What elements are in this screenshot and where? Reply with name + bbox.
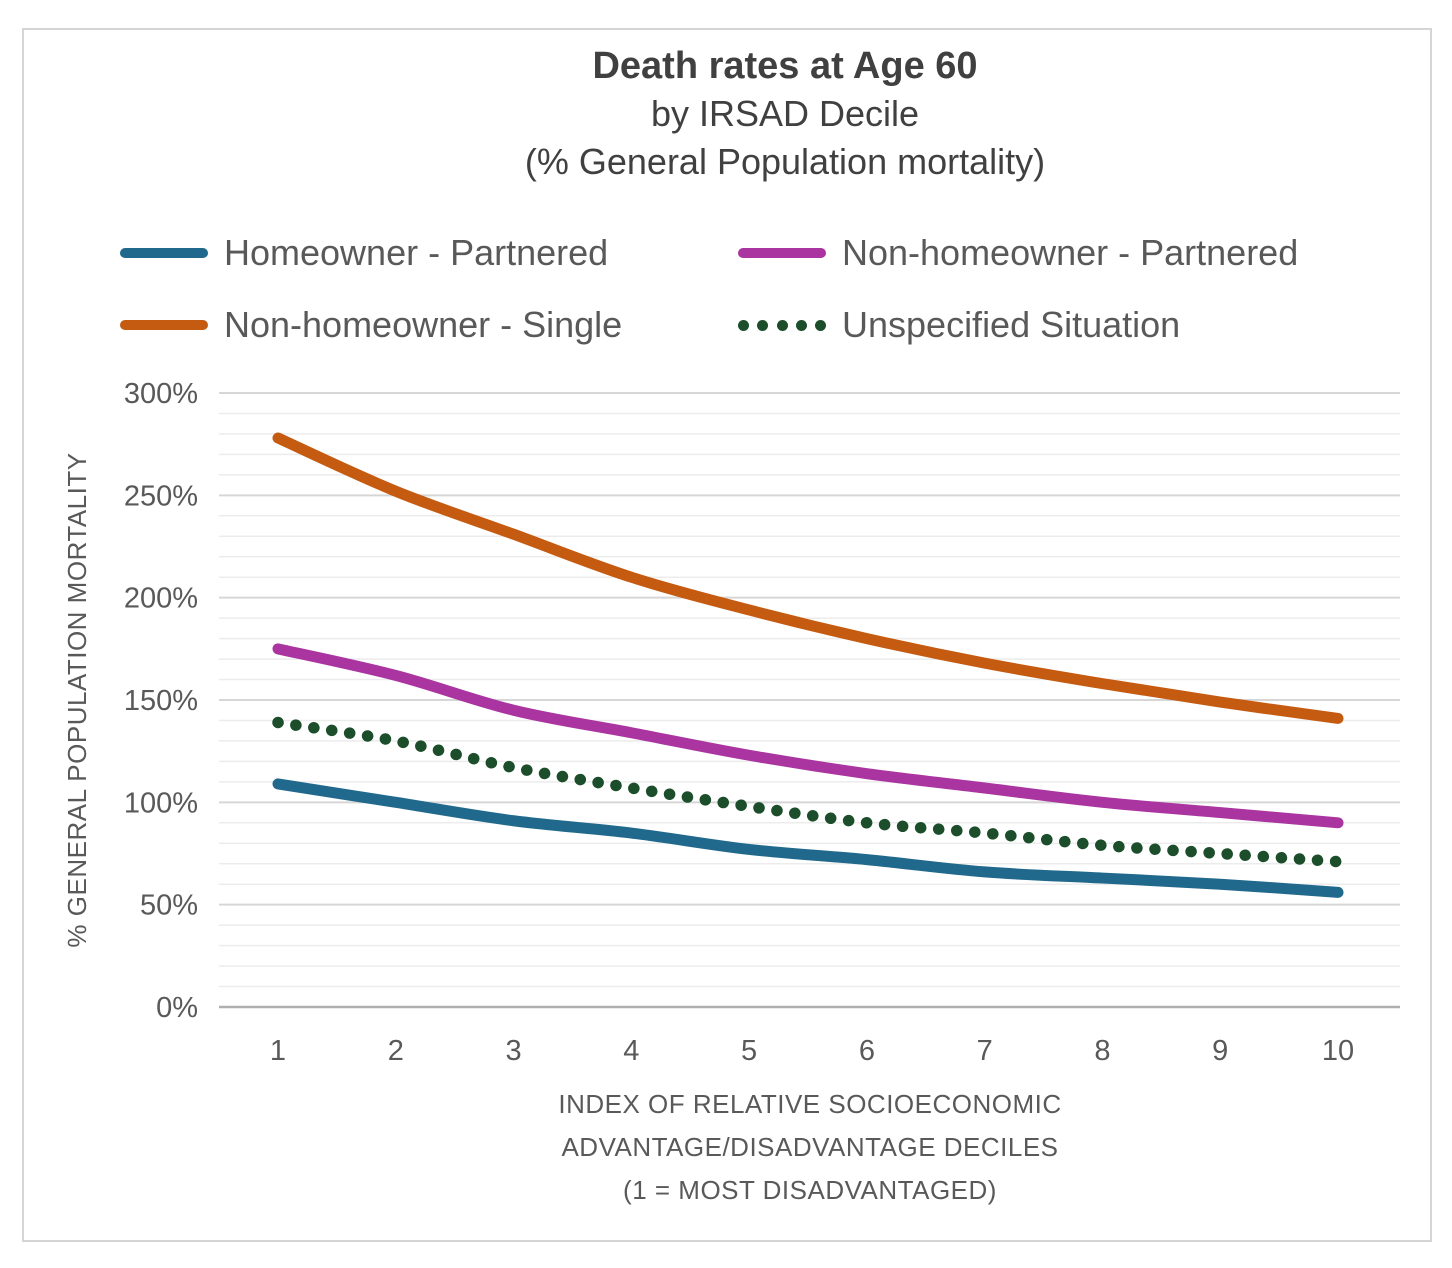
series-line-non-homeowner-partnered	[272, 643, 1344, 829]
y-tick-label-150%: 150%	[124, 685, 198, 717]
x-tick-label-2: 2	[388, 1035, 404, 1067]
x-tick-label-9: 9	[1212, 1035, 1228, 1067]
legend-item-homeowner-partnered: Homeowner - Partnered	[120, 229, 608, 277]
legend-item-non-homeowner-single: Non-homeowner - Single	[120, 301, 622, 349]
chart-title: Death rates at Age 60	[592, 45, 978, 87]
x-tick-label-4: 4	[623, 1035, 639, 1067]
legend-label: Unspecified Situation	[842, 304, 1181, 345]
legend-dot	[738, 319, 749, 331]
y-tick-label-250%: 250%	[124, 480, 198, 512]
legend-swatch-icon	[120, 248, 208, 258]
x-tick-label-6: 6	[859, 1035, 875, 1067]
x-tick-label-5: 5	[741, 1035, 757, 1067]
legend-swatch-icon	[738, 319, 826, 331]
chart-subtitle: by IRSAD Decile	[650, 93, 920, 134]
x-tick-label-3: 3	[505, 1035, 521, 1067]
legend-dot	[815, 319, 826, 331]
chart-title-block: Death rates at Age 60 by IRSAD Decile (%…	[120, 42, 1450, 186]
chart-frame-border	[22, 28, 1432, 1242]
x-tick-label-1: 1	[270, 1035, 286, 1067]
legend-label: Non-homeowner - Partnered	[842, 232, 1299, 273]
chart-subtitle-units: (% General Population mortality)	[524, 141, 1046, 182]
legend-swatch-icon	[120, 320, 208, 330]
y-tick-label-100%: 100%	[124, 787, 198, 819]
y-tick-label-300%: 300%	[124, 378, 198, 410]
series-line-unspecified-situation	[272, 716, 1344, 868]
y-tick-label-0%: 0%	[156, 992, 198, 1024]
x-tick-label-8: 8	[1094, 1035, 1110, 1067]
series-line-non-homeowner-single	[272, 432, 1344, 724]
x-axis-title-line-1: INDEX OF RELATIVE SOCIOECONOMIC	[558, 1089, 1061, 1119]
x-tick-label-7: 7	[977, 1035, 993, 1067]
legend-dot	[776, 319, 788, 331]
x-axis-title-line-2: ADVANTAGE/DISADVANTAGE DECILES	[561, 1132, 1058, 1162]
series-line-homeowner-partnered	[272, 778, 1344, 898]
x-tick-label-10: 10	[1322, 1035, 1354, 1067]
legend-dot	[795, 319, 807, 331]
legend-swatch-icon	[738, 248, 826, 258]
x-axis-title-line-3: (1 = MOST DISADVANTAGED)	[623, 1175, 997, 1205]
legend-item-unspecified-situation: Unspecified Situation	[738, 301, 1180, 349]
legend-label: Homeowner - Partnered	[224, 232, 609, 273]
legend-item-non-homeowner-partnered: Non-homeowner - Partnered	[738, 229, 1298, 277]
y-axis-title: % GENERAL POPULATION MORTALITY	[62, 452, 92, 947]
legend-label: Non-homeowner - Single	[224, 304, 623, 345]
y-tick-label-50%: 50%	[140, 890, 198, 922]
y-tick-label-200%: 200%	[124, 583, 198, 615]
legend-dot	[757, 319, 769, 331]
